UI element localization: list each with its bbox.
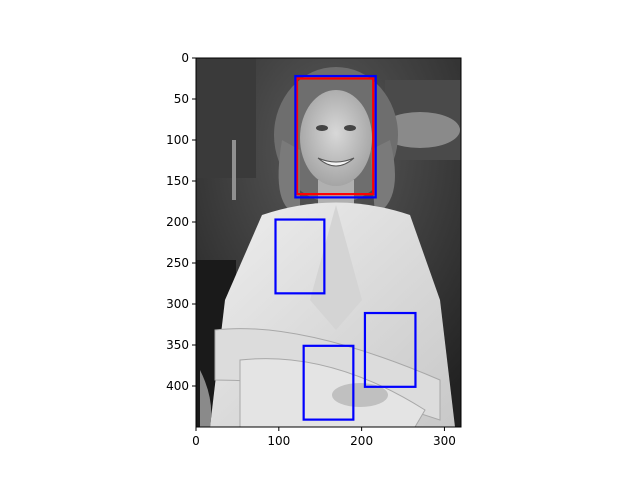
background-post: [232, 140, 236, 200]
candidate-box: [302, 344, 355, 421]
x-axis: 0 100 200 300: [192, 427, 456, 448]
background-door: [196, 58, 256, 178]
bag: [200, 370, 212, 427]
hand: [332, 383, 388, 407]
smile: [317, 157, 355, 167]
candidate-box: [274, 218, 326, 295]
y-axis: 0 50 100 150 200 250 300 350 400: [166, 51, 196, 393]
shirt-fold: [310, 205, 362, 330]
y-tick-label: 200: [166, 215, 189, 229]
detection-boxes: [274, 74, 417, 421]
background-car-highlight: [380, 112, 460, 148]
y-tick-label: 400: [166, 379, 189, 393]
photo: [196, 58, 461, 427]
x-tick-label: 0: [192, 434, 200, 448]
x-tick-label: 300: [433, 434, 456, 448]
y-tick-label: 250: [166, 256, 189, 270]
candidate-box: [363, 311, 417, 388]
y-tick-label: 0: [181, 51, 189, 65]
left-eye: [316, 125, 328, 131]
y-tick-label: 350: [166, 338, 189, 352]
x-tick-label: 200: [350, 434, 373, 448]
face-box: [295, 77, 375, 196]
face: [300, 90, 372, 186]
y-tick-label: 50: [174, 92, 189, 106]
y-tick-label: 100: [166, 133, 189, 147]
y-tick-label: 300: [166, 297, 189, 311]
candidate-box: [294, 74, 377, 199]
right-eye: [344, 125, 356, 131]
axes-frame: [195, 57, 462, 428]
x-tick-label: 100: [267, 434, 290, 448]
y-tick-label: 150: [166, 174, 189, 188]
